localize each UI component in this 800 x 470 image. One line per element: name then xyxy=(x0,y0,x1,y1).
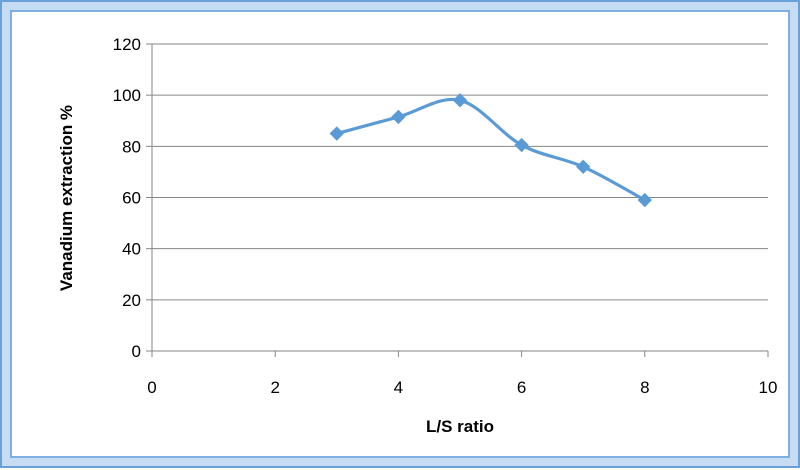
x-tick-label: 10 xyxy=(759,378,778,397)
x-tick-labels: 0 2 4 6 8 10 xyxy=(147,378,777,397)
y-axis-title: Vanadium extraction % xyxy=(57,105,76,291)
y-tick-label: 80 xyxy=(122,137,141,156)
y-tick-label: 20 xyxy=(122,291,141,310)
data-point xyxy=(452,93,468,108)
data-point xyxy=(391,109,406,125)
series-line xyxy=(336,97,646,202)
y-tick-label: 100 xyxy=(113,86,141,105)
x-tick-label: 8 xyxy=(640,378,649,397)
x-tick-label: 6 xyxy=(517,378,526,397)
x-tick-label: 2 xyxy=(270,378,279,397)
x-tick-label: 0 xyxy=(147,378,156,397)
y-tick-label: 40 xyxy=(122,240,141,259)
data-point xyxy=(514,137,529,153)
x-axis-title: L/S ratio xyxy=(426,417,494,436)
series-group xyxy=(329,93,653,208)
y-tick-labels: 0 20 40 60 80 100 120 xyxy=(113,35,141,361)
y-tick-label: 0 xyxy=(132,342,141,361)
y-tick-label: 60 xyxy=(122,189,141,208)
data-point xyxy=(575,159,591,175)
data-point xyxy=(329,126,345,141)
x-tick-label: 4 xyxy=(394,378,403,397)
data-point xyxy=(637,192,653,208)
y-tick-label: 120 xyxy=(113,35,141,54)
axes xyxy=(146,43,769,357)
gridlines xyxy=(152,43,768,301)
